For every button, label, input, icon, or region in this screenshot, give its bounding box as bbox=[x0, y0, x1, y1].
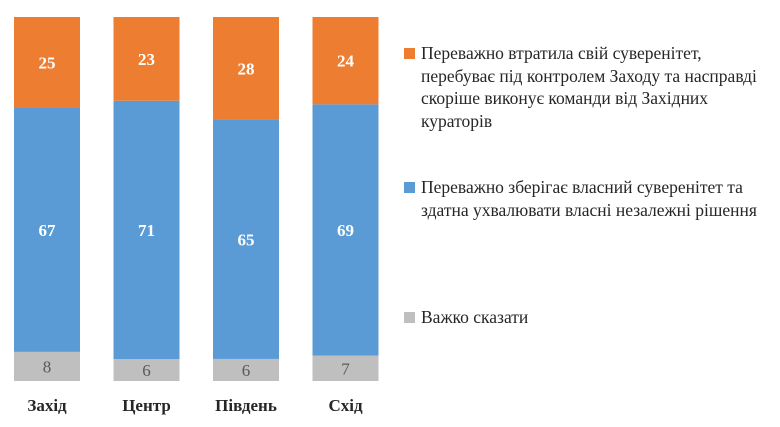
bar-segment-2-2 bbox=[213, 17, 279, 120]
bar-segment-1-2 bbox=[213, 119, 279, 359]
legend-label-hard-to-say: Важко сказати bbox=[421, 307, 529, 327]
stacked-bar-chart: 8 67 25 Захід 6 71 23 Центр 6 65 28 Південь 7 69 24 Схі… bbox=[14, 17, 379, 415]
data-label-0-1: 6 bbox=[142, 361, 151, 380]
data-label-2-0: 25 bbox=[39, 54, 56, 73]
bar-segment-1-1 bbox=[113, 100, 180, 360]
bar-segment-2-3 bbox=[312, 17, 379, 105]
bar-segment-0-3 bbox=[312, 355, 379, 381]
bar-segment-0-1 bbox=[113, 359, 180, 381]
category-label-0: Захід bbox=[27, 396, 67, 415]
bar-segment-0-2 bbox=[213, 358, 279, 381]
data-label-1-1: 71 bbox=[138, 221, 155, 240]
bar-segment-1-0 bbox=[14, 108, 80, 352]
data-label-0-3: 7 bbox=[341, 359, 350, 378]
bar-segment-1-3 bbox=[312, 104, 379, 356]
data-label-1-2: 65 bbox=[238, 230, 255, 249]
category-label-1: Центр bbox=[122, 396, 171, 415]
category-label-2: Південь bbox=[215, 396, 277, 415]
legend-swatch-gray bbox=[404, 312, 415, 323]
data-label-2-1: 23 bbox=[138, 50, 155, 69]
bar-segment-2-1 bbox=[113, 17, 180, 101]
data-label-2-3: 24 bbox=[337, 52, 355, 71]
legend-label-keeps-sovereignty: Переважно зберігає власний суверенітет т… bbox=[421, 177, 757, 220]
category-label-3: Схід bbox=[328, 396, 363, 415]
data-label-1-0: 67 bbox=[39, 221, 57, 240]
legend-swatch-blue bbox=[404, 182, 415, 193]
data-label-0-0: 8 bbox=[43, 357, 52, 376]
data-label-0-2: 6 bbox=[242, 361, 251, 380]
data-label-2-2: 28 bbox=[238, 59, 255, 78]
bar-segment-2-0 bbox=[14, 17, 80, 108]
bar-segment-0-0 bbox=[14, 351, 80, 381]
legend-label-lost-sovereignty: Переважно втратила свій суверенітет, пер… bbox=[421, 43, 757, 131]
data-label-1-3: 69 bbox=[337, 221, 354, 240]
legend-swatch-orange bbox=[404, 48, 415, 59]
